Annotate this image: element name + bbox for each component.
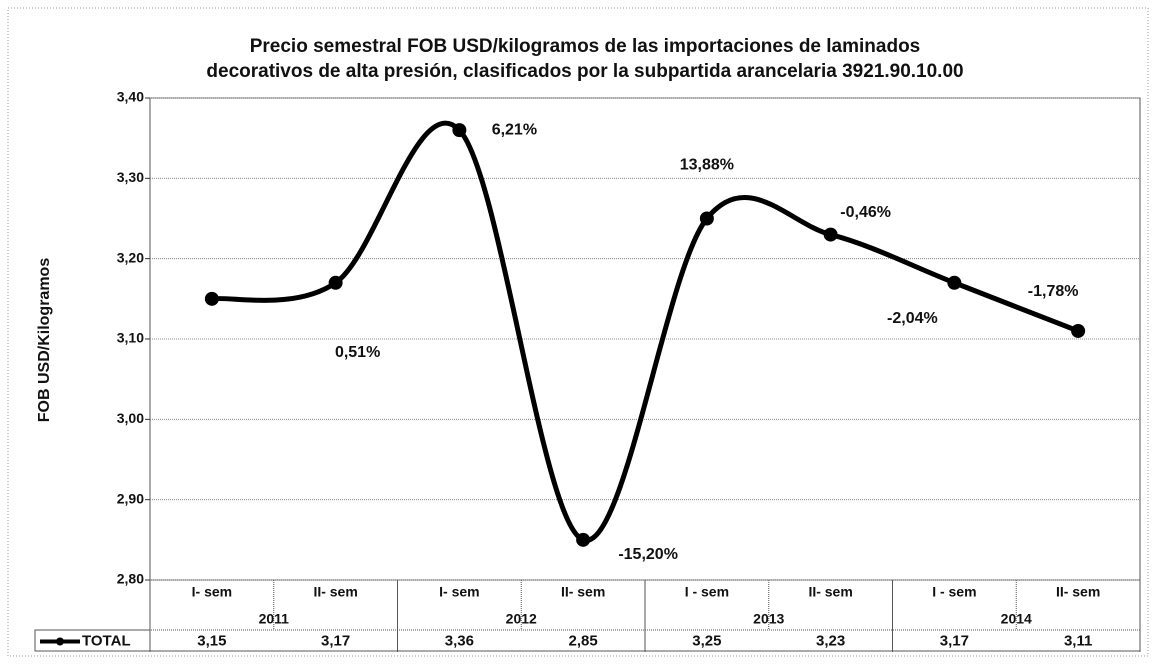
table-value: 3,25 [692,632,721,649]
table-value: 3,17 [321,632,350,649]
x-tick-label: II- sem [561,584,605,600]
x-tick-label: II- sem [313,584,357,600]
y-tick-label: 3,00 [117,410,144,426]
y-tick-label: 2,80 [117,571,144,587]
change-label: 6,21% [492,121,537,138]
x-tick-label: I- sem [439,584,479,600]
x-tick-label: I - sem [685,584,729,600]
y-axis-label: FOB USD/Kilogramos [36,258,53,423]
data-point [947,275,962,290]
x-group-label: 2013 [753,611,784,627]
data-point [328,275,343,290]
x-tick-label: I- sem [192,584,232,600]
y-tick-label: 3,40 [117,89,144,105]
table-value: 3,23 [816,632,845,649]
chart-title: Precio semestral FOB USD/kilogramos de l… [250,36,921,57]
data-point [576,532,591,547]
data-point [823,227,838,242]
table-value: 3,15 [197,632,226,649]
y-tick-label: 3,20 [117,249,144,265]
y-tick-label: 3,30 [117,169,144,185]
series-line [211,120,1080,543]
data-point [699,211,714,226]
change-label: -15,20% [618,546,678,563]
x-tick-label: II- sem [808,584,852,600]
chart-border [7,7,1149,657]
change-label: 13,88% [680,157,734,174]
legend-label: TOTAL [82,632,131,649]
data-point [1071,323,1086,338]
legend-marker [56,637,64,646]
data-point [204,291,219,306]
change-label: 0,51% [335,344,380,361]
table-value: 3,36 [445,632,474,649]
data-point [452,123,467,138]
x-group-label: 2014 [1001,611,1032,627]
table-value: 3,17 [940,632,969,649]
x-group-label: 2011 [259,611,290,627]
x-group-label: 2012 [506,611,537,627]
change-label: -0,46% [840,204,891,221]
chart-title: decorativos de alta presión, clasificado… [206,61,963,82]
change-label: -1,78% [1028,283,1079,300]
x-tick-label: I - sem [932,584,976,600]
table-value: 2,85 [569,632,598,649]
x-tick-label: II- sem [1056,584,1100,600]
table-value: 3,11 [1064,632,1092,649]
change-label: -2,04% [887,310,938,327]
y-tick-label: 3,10 [117,330,144,346]
y-tick-label: 2,90 [117,490,144,506]
